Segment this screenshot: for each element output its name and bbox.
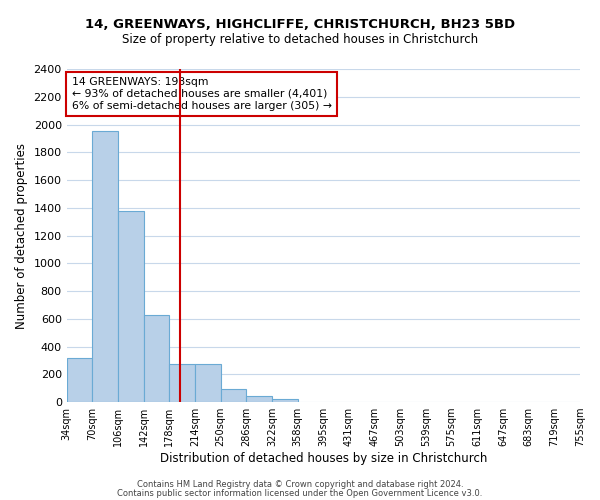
Bar	[247, 396, 272, 402]
Y-axis label: Number of detached properties: Number of detached properties	[15, 142, 28, 328]
Text: Contains HM Land Registry data © Crown copyright and database right 2024.: Contains HM Land Registry data © Crown c…	[137, 480, 463, 489]
Bar	[169, 364, 195, 402]
Text: 14 GREENWAYS: 193sqm
← 93% of detached houses are smaller (4,401)
6% of semi-det: 14 GREENWAYS: 193sqm ← 93% of detached h…	[72, 78, 332, 110]
Bar	[118, 210, 143, 402]
Text: 14, GREENWAYS, HIGHCLIFFE, CHRISTCHURCH, BH23 5BD: 14, GREENWAYS, HIGHCLIFFE, CHRISTCHURCH,…	[85, 18, 515, 30]
X-axis label: Distribution of detached houses by size in Christchurch: Distribution of detached houses by size …	[160, 452, 487, 465]
Bar	[195, 364, 221, 402]
Bar	[67, 358, 92, 402]
Text: Size of property relative to detached houses in Christchurch: Size of property relative to detached ho…	[122, 32, 478, 46]
Bar	[92, 132, 118, 402]
Text: Contains public sector information licensed under the Open Government Licence v3: Contains public sector information licen…	[118, 488, 482, 498]
Bar	[143, 314, 169, 402]
Bar	[272, 398, 298, 402]
Bar	[221, 389, 247, 402]
